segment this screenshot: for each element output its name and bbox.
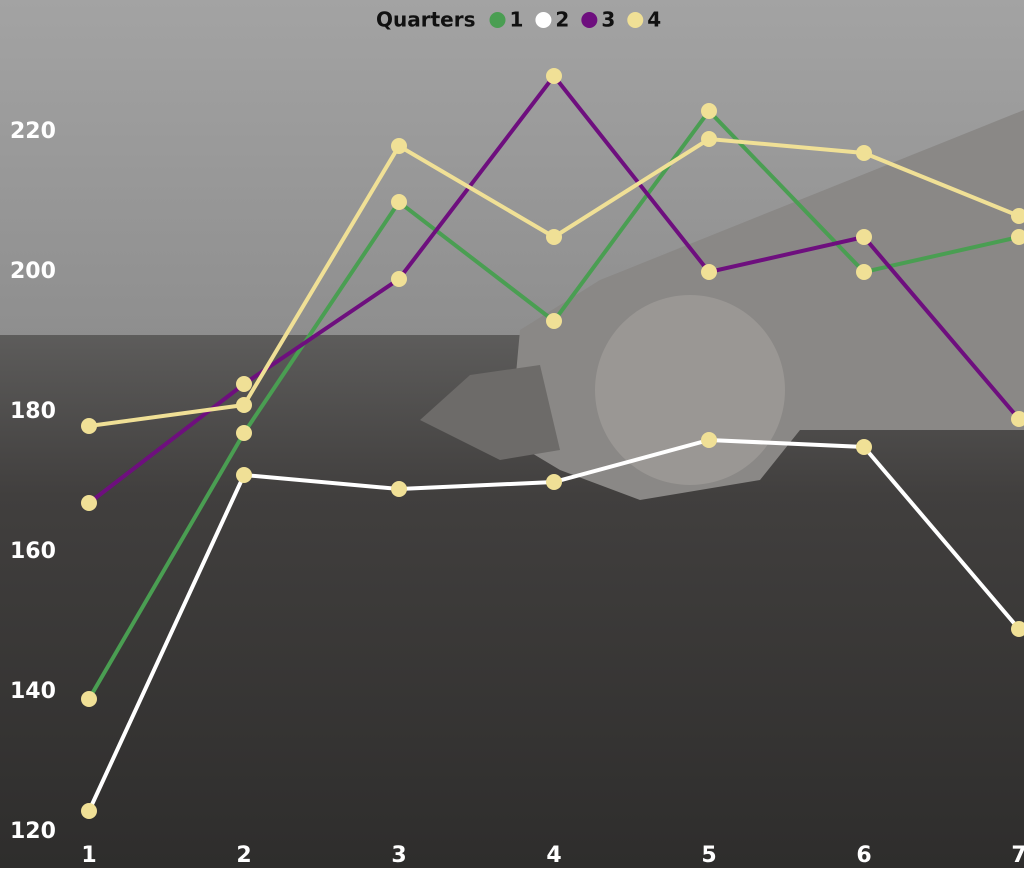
legend-label: 4 <box>647 8 661 32</box>
data-point <box>701 131 717 147</box>
data-point <box>1011 411 1024 427</box>
data-point <box>701 264 717 280</box>
x-tick-label: 7 <box>1011 843 1024 868</box>
data-point <box>856 145 872 161</box>
data-point <box>546 313 562 329</box>
data-point <box>546 229 562 245</box>
data-point <box>391 194 407 210</box>
data-point <box>1011 208 1024 224</box>
data-point <box>546 474 562 490</box>
legend-title: Quarters <box>376 8 476 32</box>
data-point <box>856 439 872 455</box>
x-tick-label: 5 <box>701 843 716 868</box>
data-point <box>236 467 252 483</box>
data-point <box>81 418 97 434</box>
x-tick-label: 6 <box>856 843 871 868</box>
data-point <box>546 68 562 84</box>
data-point <box>701 432 717 448</box>
y-tick-label: 200 <box>10 259 56 284</box>
data-point <box>391 481 407 497</box>
legend-marker <box>489 12 506 28</box>
data-point <box>81 495 97 511</box>
data-point <box>391 271 407 287</box>
x-tick-label: 2 <box>236 843 251 868</box>
data-point <box>236 425 252 441</box>
legend-marker <box>627 12 644 28</box>
data-point <box>236 397 252 413</box>
y-tick-label: 140 <box>10 679 56 704</box>
legend-label: 3 <box>601 8 615 32</box>
data-point <box>81 803 97 819</box>
legend-marker <box>581 12 598 28</box>
data-point <box>1011 621 1024 637</box>
x-tick-label: 4 <box>546 843 561 868</box>
x-tick-label: 3 <box>391 843 406 868</box>
y-tick-label: 160 <box>10 539 56 564</box>
data-point <box>391 138 407 154</box>
legend-marker <box>535 12 552 28</box>
legend-label: 2 <box>555 8 569 32</box>
legend-label: 1 <box>510 8 524 32</box>
data-point <box>236 376 252 392</box>
data-point <box>1011 229 1024 245</box>
data-point <box>81 691 97 707</box>
data-point <box>701 103 717 119</box>
data-point <box>856 229 872 245</box>
y-tick-label: 120 <box>10 819 56 844</box>
y-tick-label: 180 <box>10 399 56 424</box>
x-tick-label: 1 <box>81 843 96 868</box>
y-tick-label: 220 <box>10 119 56 144</box>
data-point <box>856 264 872 280</box>
